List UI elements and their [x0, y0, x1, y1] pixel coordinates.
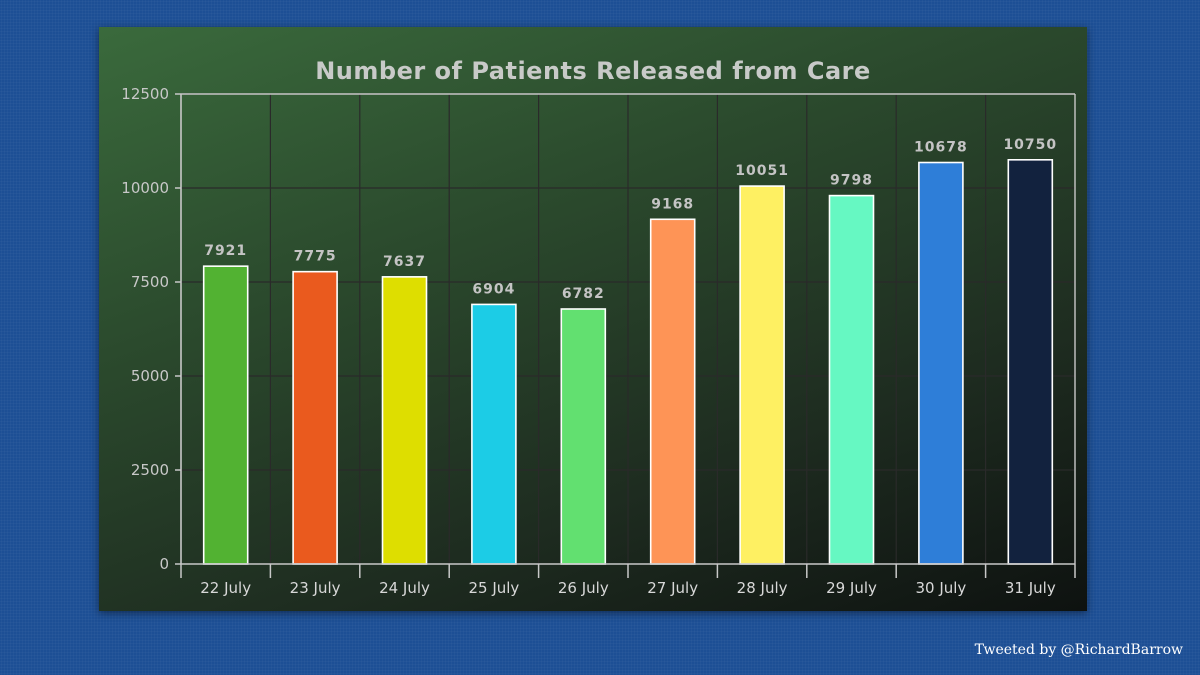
bar-31-july [1007, 159, 1054, 565]
x-category-label: 24 July [379, 579, 430, 597]
bar-value-label: 6904 [472, 281, 515, 297]
bar-chart: 0 2500 5000 7500 10000 12500 7921 22 July 7775 23… [121, 85, 1076, 597]
bar-27-july [649, 218, 696, 565]
x-category-label: 31 July [1005, 579, 1056, 597]
x-category-label: 29 July [826, 579, 877, 597]
y-tick-label: 12500 [121, 85, 169, 103]
chart-title: Number of Patients Released from Care [315, 57, 871, 85]
bar-value-label: 6782 [562, 286, 605, 302]
bar-28-july [739, 185, 785, 565]
bar-value-label: 9798 [830, 173, 873, 189]
x-category-label: 27 July [647, 579, 698, 597]
bar-22-july [202, 265, 249, 565]
tweet-credit: Tweeted by @RichardBarrow [974, 642, 1183, 658]
bar-value-label: 10051 [735, 163, 789, 179]
y-tick-label: 5000 [131, 367, 169, 385]
y-tick-label: 7500 [131, 273, 169, 291]
bar-29-july [828, 194, 875, 565]
x-category-label: 26 July [558, 579, 609, 597]
y-tick-label: 2500 [131, 461, 169, 479]
axes [175, 93, 1076, 578]
bar-value-label: 7775 [294, 249, 337, 265]
y-tick-label: 10000 [121, 179, 169, 197]
bar-value-label: 10750 [1003, 137, 1057, 153]
chart-panel: Number of Patients Released from Care 0 2… [99, 27, 1087, 611]
bar-value-label: 7921 [204, 243, 247, 259]
y-tick-label: 0 [159, 555, 169, 573]
x-category-label: 25 July [468, 579, 519, 597]
bar-value-label: 7637 [383, 254, 426, 270]
x-category-label: 30 July [915, 579, 966, 597]
bar-25-july [471, 303, 517, 565]
bars [202, 159, 1054, 565]
x-category-label: 22 July [200, 579, 251, 597]
labels: 0 2500 5000 7500 10000 12500 7921 22 July 7775 23… [121, 85, 1057, 597]
bar-26-july [560, 308, 607, 565]
x-category-label: 23 July [290, 579, 341, 597]
x-category-label: 28 July [737, 579, 788, 597]
bar-23-july [292, 270, 338, 565]
bar-value-label: 10678 [914, 140, 968, 156]
bar-value-label: 9168 [651, 196, 694, 212]
bar-30-july [918, 161, 964, 565]
bar-24-july [381, 276, 428, 565]
